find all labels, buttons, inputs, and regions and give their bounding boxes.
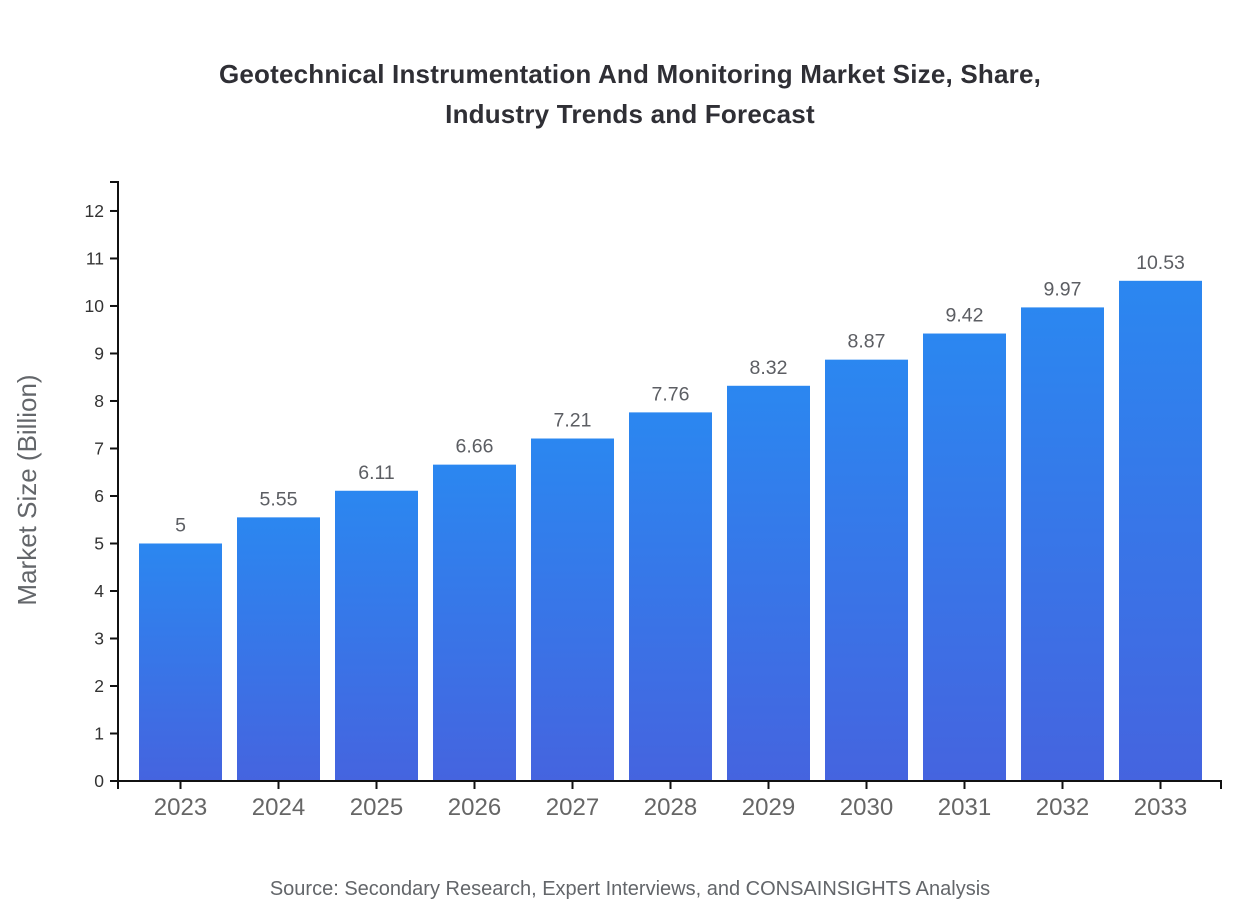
bar-value-label-2029: 8.32 <box>750 357 788 379</box>
bar-2026 <box>433 464 516 781</box>
x-tick-label-2023: 2023 <box>154 794 207 821</box>
x-tick-label-2028: 2028 <box>644 794 697 821</box>
x-tick-label-2033: 2033 <box>1134 794 1187 821</box>
bar-2031 <box>923 333 1006 781</box>
x-axis <box>117 780 1222 789</box>
x-tick-label-2024: 2024 <box>252 794 305 821</box>
x-tick-label-2029: 2029 <box>742 794 795 821</box>
x-tick-label-2026: 2026 <box>448 794 501 821</box>
bar-value-label-2028: 7.76 <box>652 383 690 405</box>
bar-value-label-2026: 6.66 <box>456 436 494 458</box>
bar-2028 <box>629 412 712 781</box>
x-tick-label-2031: 2031 <box>938 794 991 821</box>
y-tick-label-7: 7 <box>94 438 104 458</box>
bar-2027 <box>531 438 614 781</box>
chart-title-line-2: Industry Trends and Forecast <box>445 99 815 129</box>
y-tick-label-12: 12 <box>85 201 104 221</box>
x-tick-label-2027: 2027 <box>546 794 599 821</box>
bar-2029 <box>727 385 810 781</box>
y-tick-label-10: 10 <box>85 296 105 316</box>
bar-value-label-2030: 8.87 <box>848 331 886 353</box>
y-tick-label-5: 5 <box>94 533 104 553</box>
bar-value-label-2024: 5.55 <box>260 488 298 510</box>
bar-value-label-2033: 10.53 <box>1136 252 1185 274</box>
bar-2030 <box>825 359 908 781</box>
y-axis-title: Market Size (Billion) <box>12 374 42 605</box>
bar-2033 <box>1119 280 1202 781</box>
x-tick-label-2025: 2025 <box>350 794 403 821</box>
x-tick-label-2030: 2030 <box>840 794 893 821</box>
y-tick-label-9: 9 <box>94 343 104 363</box>
bar-value-label-2025: 6.11 <box>358 462 395 484</box>
bar-2025 <box>335 490 418 781</box>
y-tick-label-8: 8 <box>94 391 104 411</box>
y-tick-label-2: 2 <box>94 676 104 696</box>
y-axis <box>110 181 119 781</box>
y-tick-label-6: 6 <box>94 486 104 506</box>
y-tick-label-11: 11 <box>86 248 104 268</box>
source-note: Source: Secondary Research, Expert Inter… <box>269 878 991 900</box>
bar-2024 <box>237 517 320 781</box>
bar-value-label-2027: 7.21 <box>554 410 592 432</box>
bar-value-label-2032: 9.97 <box>1044 278 1082 300</box>
y-tick-label-0: 0 <box>94 771 104 791</box>
bar-2023 <box>139 543 222 781</box>
bar-value-label-2031: 9.42 <box>946 305 984 327</box>
bar-2032 <box>1021 307 1104 781</box>
y-tick-label-1: 1 <box>94 723 104 743</box>
y-tick-label-4: 4 <box>94 581 104 601</box>
x-tick-label-2032: 2032 <box>1036 794 1089 821</box>
chart-title-line-1: Geotechnical Instrumentation And Monitor… <box>218 59 1042 89</box>
y-tick-label-3: 3 <box>94 628 104 648</box>
chart-title: Geotechnical Instrumentation And Monitor… <box>0 54 1260 134</box>
bar-value-label-2023: 5 <box>175 514 186 536</box>
